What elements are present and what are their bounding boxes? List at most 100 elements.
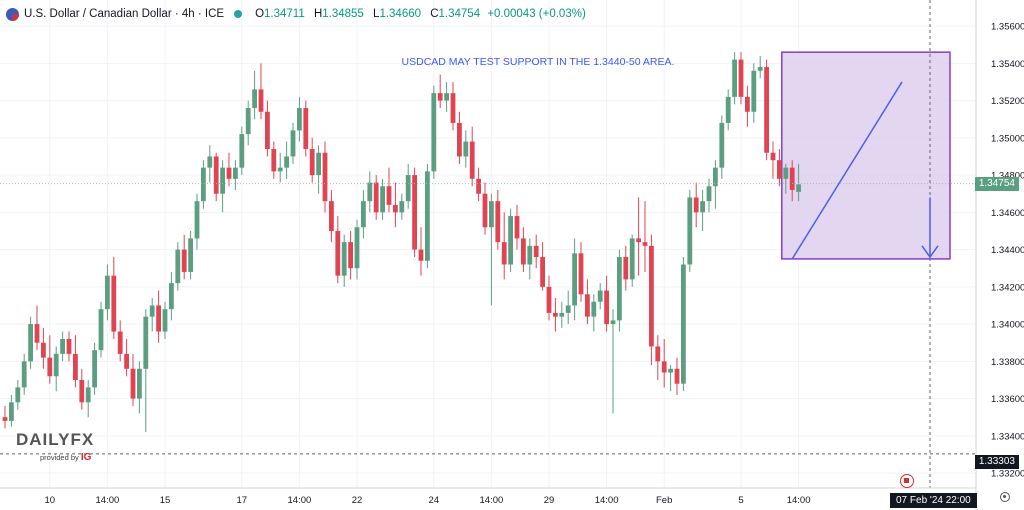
candle-body xyxy=(284,156,289,168)
candle-body xyxy=(751,70,757,112)
candle-body xyxy=(514,216,520,239)
time-tick-label: 17 xyxy=(237,495,248,506)
candle-body xyxy=(105,275,110,310)
candle-body xyxy=(335,230,341,276)
candle-body xyxy=(527,245,533,265)
candle-body xyxy=(770,152,776,161)
candle-body xyxy=(130,368,136,399)
price-tick-label: 1.34600 xyxy=(991,208,1024,219)
candle-body xyxy=(540,257,545,287)
candle-body xyxy=(367,182,373,202)
candle-body xyxy=(245,108,251,135)
candle-body xyxy=(277,167,283,172)
candle-body xyxy=(719,122,725,168)
candle-body xyxy=(495,201,501,243)
price-tick-label: 1.35000 xyxy=(991,133,1024,144)
candle-body xyxy=(92,350,97,388)
candle-body xyxy=(418,249,424,261)
time-tick-label: 14:00 xyxy=(96,495,120,506)
candle-body xyxy=(706,186,712,202)
candle-body xyxy=(533,245,539,258)
candle-body xyxy=(111,275,117,332)
time-tick-label: 14:00 xyxy=(288,495,312,506)
time-axis[interactable]: 10 14:00 15 17 14:00 22 24 14:00 29 14:00 Feb 5 14:0… xyxy=(0,487,976,506)
economic-event-icon[interactable] xyxy=(900,474,914,488)
candle-body xyxy=(303,108,309,150)
time-tick-label: 10 xyxy=(45,495,56,506)
candle-body xyxy=(252,89,257,109)
candle-body xyxy=(79,379,85,403)
close-value: 1.34754 xyxy=(438,8,481,20)
candle-body xyxy=(124,353,129,369)
time-tick-label: 14:00 xyxy=(595,495,619,506)
candle-body xyxy=(98,309,104,351)
price-tick-label: 1.33400 xyxy=(991,431,1024,442)
candle-body xyxy=(66,338,72,354)
candle-body xyxy=(668,368,673,373)
crosshair-price-tag: 1.33303 xyxy=(974,455,1019,469)
price-tick-label: 1.35200 xyxy=(991,96,1024,107)
candle-body xyxy=(175,249,181,284)
time-tick-label: 14:00 xyxy=(787,495,811,506)
time-tick-label: 5 xyxy=(738,495,743,506)
candle-body xyxy=(233,167,238,179)
candle-body xyxy=(156,305,161,332)
trend-line xyxy=(791,81,903,260)
candle-body xyxy=(777,160,782,179)
candle-body xyxy=(28,324,33,362)
candle-body xyxy=(789,167,795,190)
candle-body xyxy=(41,342,46,358)
candle-body xyxy=(693,197,699,213)
candle-body xyxy=(559,312,565,317)
price-axis[interactable]: 1.33200 1.33400 1.33600 1.33800 1.34000 1.342… xyxy=(975,0,1024,510)
price-tick-label: 1.35600 xyxy=(991,22,1024,33)
candle-body xyxy=(553,312,558,317)
target-box-layer xyxy=(781,51,951,260)
candle-body xyxy=(188,238,193,272)
candle-body xyxy=(725,96,731,123)
crosshair-date-tag: 07 Feb '24 22:00 xyxy=(890,493,977,508)
candle-body xyxy=(636,238,641,243)
down-arrow-head xyxy=(921,245,939,259)
candle-body xyxy=(425,171,430,261)
candle-body xyxy=(73,353,78,380)
candle-body xyxy=(220,167,225,194)
candle-body xyxy=(521,238,526,265)
candle-body xyxy=(796,184,801,192)
candle-body xyxy=(60,338,65,354)
candle-body xyxy=(258,89,264,112)
candle-body xyxy=(444,93,449,101)
candle-body xyxy=(341,242,347,276)
candle-body xyxy=(463,141,469,157)
candle-body xyxy=(399,201,405,213)
candle-body xyxy=(629,238,635,280)
candle-body xyxy=(361,201,366,228)
candle-body xyxy=(572,253,577,306)
candle-body xyxy=(649,245,654,347)
candle-body xyxy=(674,368,680,384)
candle-body xyxy=(53,353,59,377)
candle-body xyxy=(476,178,481,194)
candle-body xyxy=(47,357,53,377)
annotation-text: USDCAD MAY TEST SUPPORT IN THE 1.3440-50… xyxy=(402,56,675,68)
candle-body xyxy=(757,67,763,71)
candle-body xyxy=(501,242,507,265)
candle-body xyxy=(213,156,219,194)
time-tick-label: Feb xyxy=(656,495,672,506)
candle-body xyxy=(482,193,488,228)
symbol-title[interactable]: U.S. Dollar / Canadian Dollar · 4h · ICE xyxy=(24,8,225,20)
candle-body xyxy=(380,186,385,213)
candle-body xyxy=(431,93,437,172)
settings-icon[interactable] xyxy=(1000,492,1010,502)
candle-body xyxy=(565,305,571,313)
time-tick-label: 29 xyxy=(544,495,555,506)
logo-brand: DAILYFX xyxy=(16,430,95,449)
candle-body xyxy=(508,216,513,265)
candle-body xyxy=(393,204,398,213)
candle-body xyxy=(2,417,8,421)
candle-body xyxy=(597,290,603,302)
candle-body xyxy=(745,96,750,112)
candle-body xyxy=(239,134,245,168)
candles[interactable] xyxy=(2,52,801,433)
